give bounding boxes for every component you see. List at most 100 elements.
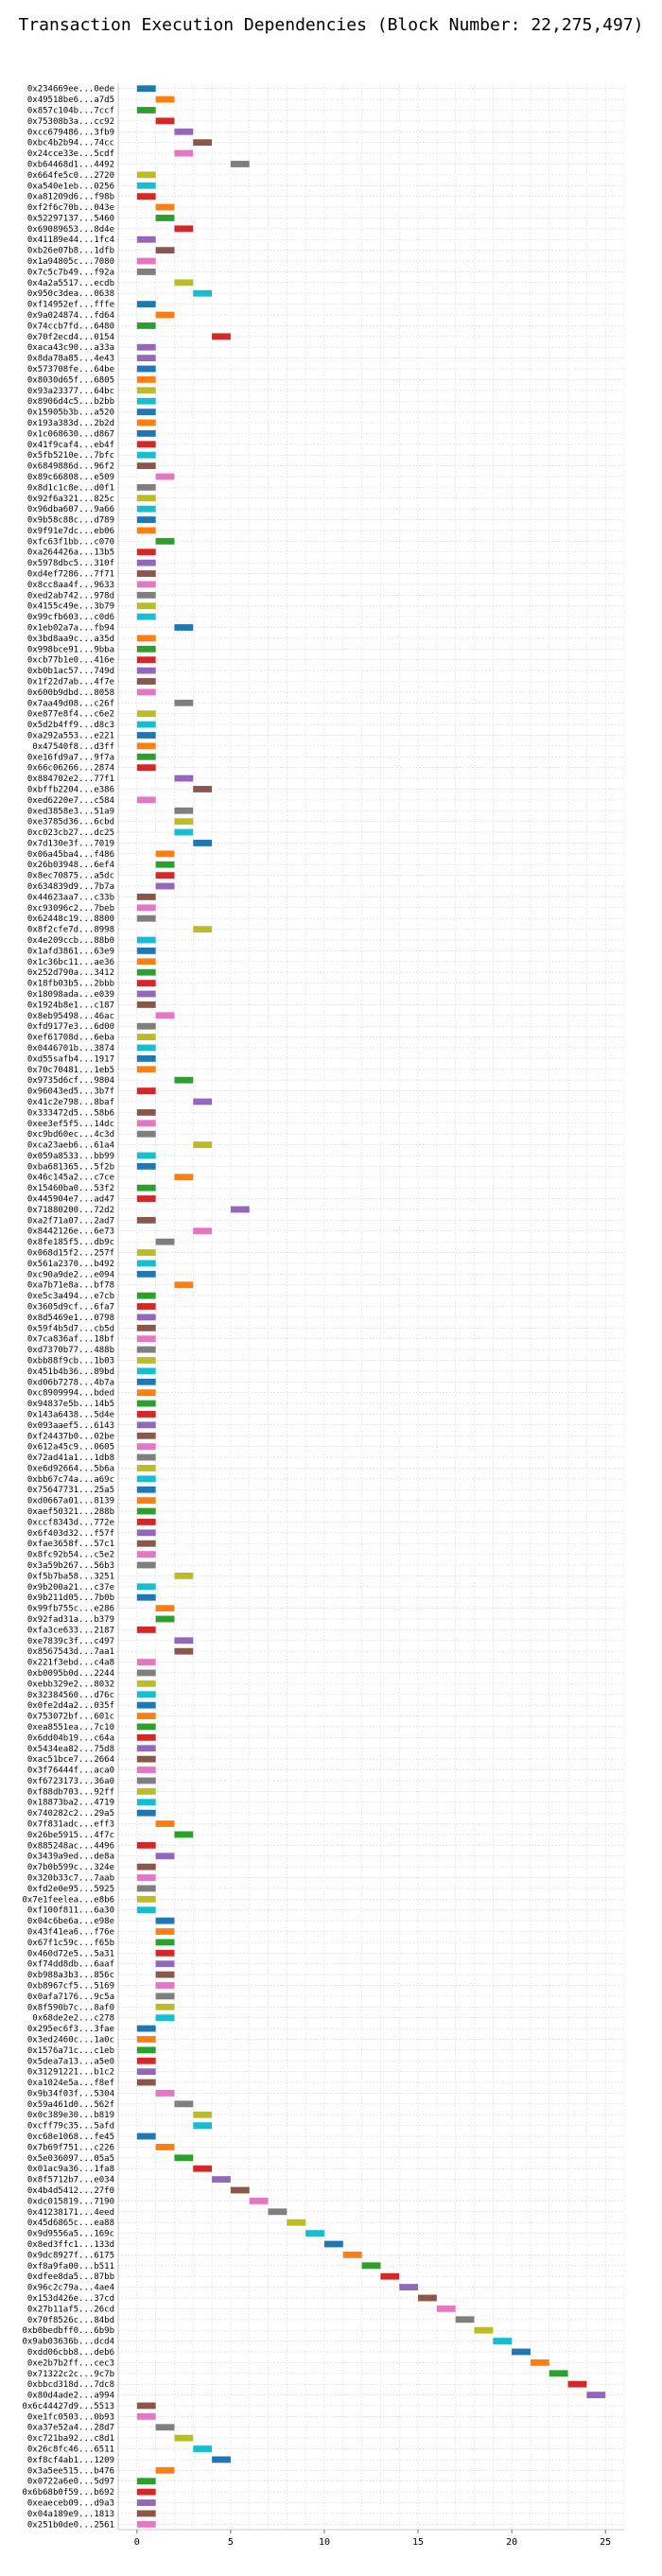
bar (193, 786, 213, 792)
bar (136, 1659, 156, 1666)
x-tick-label: 15 (412, 2537, 424, 2548)
y-tick-label: 0x26be5915...4f7c (27, 1831, 114, 1840)
bar (193, 2122, 213, 2130)
bar (155, 1605, 175, 1612)
bar (136, 85, 156, 93)
bar (155, 473, 175, 480)
y-tick-label: 0x5d2b4ff9...d8c3 (27, 721, 114, 730)
y-tick-label: 0x5dea7a13...a5e0 (27, 2057, 114, 2066)
y-tick-label: 0x18873ba2...4719 (27, 1799, 114, 1808)
y-tick-label: 0x9a024874...fd64 (27, 311, 114, 321)
y-tick-label: 0x7d130e3f...7019 (27, 839, 114, 848)
bar (136, 1540, 156, 1547)
bar (136, 1733, 156, 1741)
y-tick-label: 0x8567543d...7aa1 (27, 1647, 114, 1657)
bar (136, 1130, 156, 1138)
y-tick-label: 0x295ec6f3...3fae (27, 2025, 114, 2034)
bar (155, 2090, 175, 2097)
y-tick-label: 0x5434ea82...75d8 (27, 1745, 114, 1754)
bar (136, 375, 156, 383)
bar (136, 1443, 156, 1451)
y-tick-label: 0x885248ac...4496 (27, 1841, 114, 1851)
y-tick-label: 0x70f8526c...84bd (27, 2316, 114, 2325)
bar (136, 397, 156, 405)
bar (136, 1346, 156, 1353)
y-tick-label: 0x41c2e798...8baf (27, 1098, 114, 1107)
bar (136, 2488, 156, 2496)
bar (136, 483, 156, 491)
bar (136, 257, 156, 265)
y-tick-label: 0x0c389e30...b819 (27, 2111, 114, 2120)
bar (136, 958, 156, 966)
bar (155, 1971, 175, 1978)
y-tick-label: 0x8fe185f5...db9c (27, 1238, 114, 1247)
y-tick-label: 0xf5b7ba58...3251 (27, 1572, 114, 1581)
bar (136, 2079, 156, 2086)
bar (193, 139, 213, 147)
y-tick-label: 0xc023cb27...dc25 (27, 828, 114, 838)
y-tick-label: 0xd55safb4...1917 (27, 1054, 114, 1064)
y-tick-label: 0x153d426e...37cd (27, 2294, 114, 2304)
bar (136, 1745, 156, 1752)
bar (136, 2499, 156, 2506)
y-tick-label: 0x0afa7176...9c5a (27, 1993, 114, 2002)
bar (136, 1799, 156, 1806)
y-tick-label: 0xf14952ef...fffe (27, 301, 114, 310)
bar (155, 215, 175, 221)
y-tick-label: 0x80d4ade2...a994 (27, 2392, 114, 2401)
y-tick-label: 0xd0667a01...8139 (27, 1497, 114, 1506)
bar (193, 1141, 213, 1148)
bar (155, 247, 175, 254)
bar (136, 591, 156, 599)
bar (136, 1809, 156, 1817)
bar (155, 1928, 175, 1935)
y-tick-label: 0x46c145a2...c7ce (27, 1174, 114, 1183)
x-tick-label: 0 (134, 2537, 140, 2548)
y-tick-label: 0xf8a9fa00...b511 (27, 2262, 114, 2271)
bar (136, 1195, 156, 1202)
y-tick-label: 0x43f41ea6...f76e (27, 1927, 114, 1937)
y-tick-label: 0xe3785d36...6cbd (27, 818, 114, 827)
bar (193, 2111, 213, 2118)
bar (136, 1292, 156, 1299)
y-tick-label: 0x9dc8927f...6175 (27, 2251, 114, 2260)
bar (136, 1777, 156, 1784)
y-tick-label: 0x221f3ebd...c4a8 (27, 1659, 114, 1668)
bar (136, 1270, 156, 1278)
y-tick-label: 0x15460ba0...53f2 (27, 1184, 114, 1193)
bar (136, 1561, 156, 1569)
bar (193, 2445, 213, 2452)
bar (361, 2262, 381, 2270)
y-tick-label: 0x41f9caf4...eb4f (27, 441, 114, 450)
y-tick-label: 0x8eb95498...46ac (27, 1012, 114, 1021)
bar (136, 753, 156, 760)
bar (136, 1022, 156, 1030)
y-tick-label: 0x600b9dbd...8058 (27, 688, 114, 698)
bar (136, 1701, 156, 1709)
bar (136, 1324, 156, 1332)
y-tick-label: 0x753072bf...601c (27, 1713, 114, 1722)
bar (136, 1475, 156, 1483)
bar (305, 2230, 324, 2237)
y-tick-label: 0xcb77b1e0...416e (27, 656, 114, 666)
bar (155, 1820, 175, 1827)
bar (136, 1152, 156, 1159)
y-tick-label: 0x9b34f03f...5304 (27, 2089, 114, 2098)
y-tick-label: 0x451b4b36...89bd (27, 1367, 114, 1377)
y-tick-label: 0x093aaef5...6143 (27, 1421, 114, 1431)
bar (136, 1723, 156, 1731)
bar (155, 882, 175, 890)
y-tick-label: 0xb0095b0d...2244 (27, 1669, 114, 1679)
y-tick-label: 0x8fc92b54...c5e2 (27, 1551, 114, 1560)
bar (174, 1572, 194, 1579)
bar (155, 2424, 175, 2431)
bar (155, 1615, 175, 1623)
y-tick-label: 0x89c66808...e509 (27, 473, 114, 482)
bar (136, 235, 156, 243)
bar (136, 2412, 156, 2420)
y-tick-label: 0xe1fc0503...0b93 (27, 2412, 114, 2422)
y-tick-label: 0xdfee8da5...87bb (27, 2272, 114, 2282)
y-tick-label: 0x1c068630...d867 (27, 429, 114, 439)
bar (136, 1303, 156, 1310)
y-tick-label: 0xfa3ce633...2187 (27, 1626, 114, 1635)
